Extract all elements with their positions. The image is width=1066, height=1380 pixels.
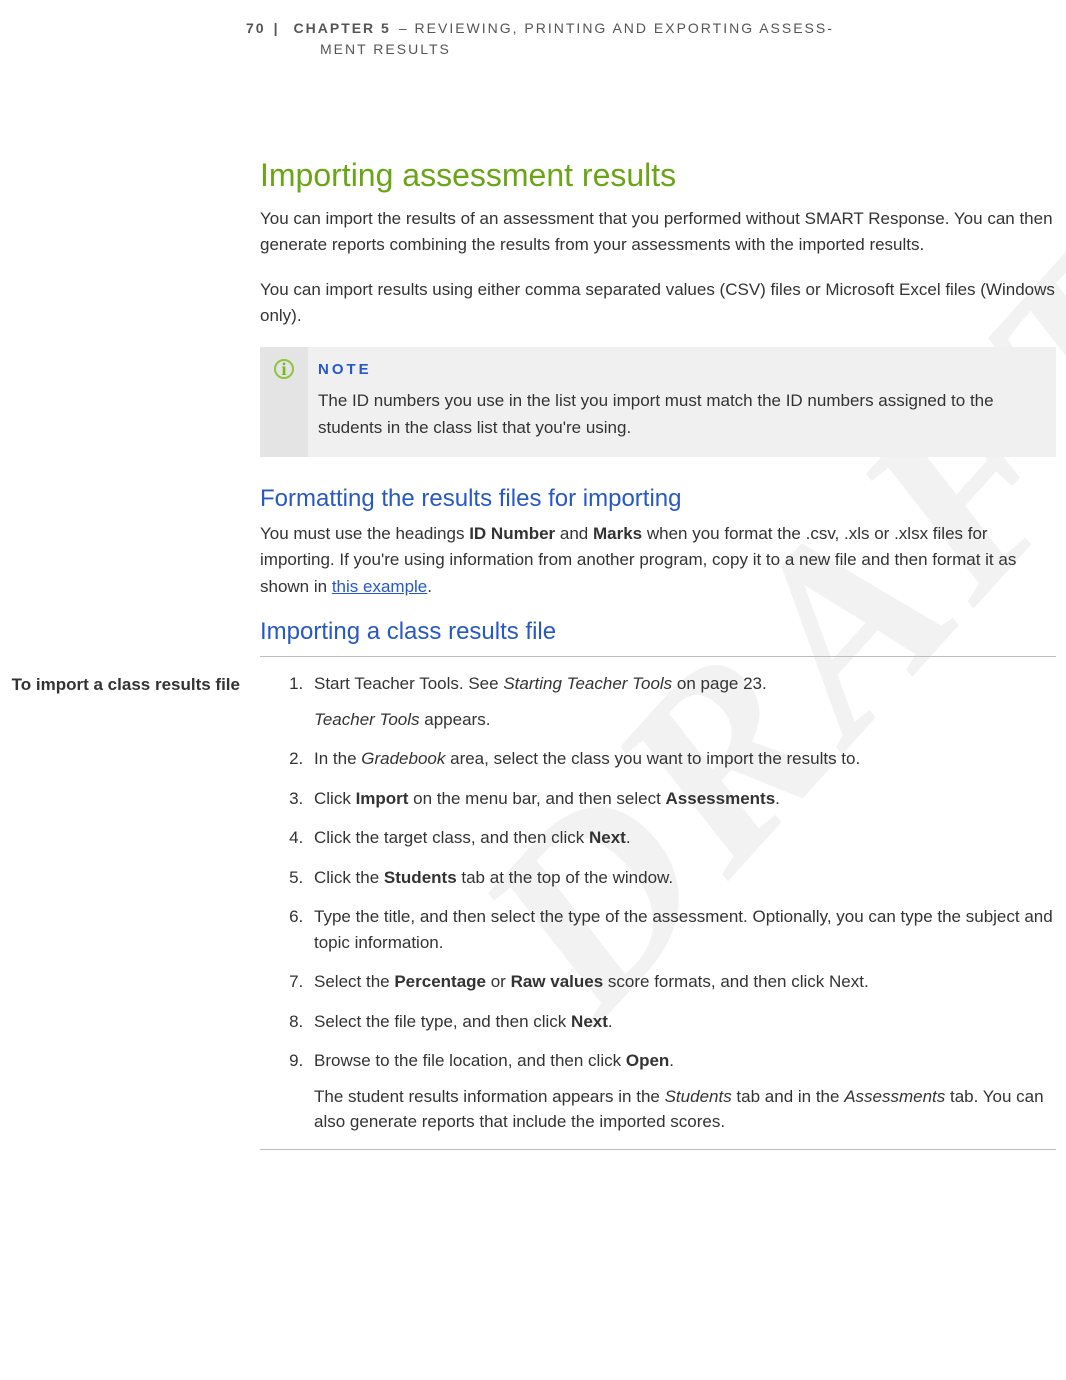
note-text: The ID numbers you use in the list you i… bbox=[318, 388, 1040, 441]
heading-importing-class-results: Importing a class results file bbox=[260, 618, 1056, 646]
note-callout: i NOTE The ID numbers you use in the lis… bbox=[260, 347, 1056, 457]
text: . bbox=[626, 828, 631, 847]
chapter-label: CHAPTER 5 bbox=[294, 18, 391, 39]
text-italic: Teacher Tools bbox=[314, 710, 420, 729]
text: Select the file type, and then click bbox=[314, 1012, 571, 1031]
text: Click the bbox=[314, 868, 384, 887]
text: and bbox=[555, 524, 593, 543]
step-7: Select the Percentage or Raw values scor… bbox=[308, 969, 1056, 995]
text: Start Teacher Tools. See bbox=[314, 674, 503, 693]
text: Browse to the file location, and then cl… bbox=[314, 1051, 626, 1070]
procedure-block: To import a class results file Start Tea… bbox=[260, 671, 1056, 1135]
content-area: Importing assessment results You can imp… bbox=[0, 57, 1066, 1150]
text: tab at the top of the window. bbox=[457, 868, 673, 887]
heading-formatting-results: Formatting the results files for importi… bbox=[260, 485, 1056, 513]
text: on the menu bar, and then select bbox=[408, 789, 665, 808]
text: Select the bbox=[314, 972, 394, 991]
side-label-import-class-results: To import a class results file bbox=[0, 673, 240, 697]
text-bold: Import bbox=[356, 789, 409, 808]
divider bbox=[260, 656, 1056, 657]
step-2: In the Gradebook area, select the class … bbox=[308, 746, 1056, 772]
text: on page 23. bbox=[672, 674, 767, 693]
step-9: Browse to the file location, and then cl… bbox=[308, 1048, 1056, 1135]
text: . bbox=[427, 577, 432, 596]
step-6: Type the title, and then select the type… bbox=[308, 904, 1056, 955]
text-bold: Assessments bbox=[666, 789, 776, 808]
info-icon: i bbox=[274, 359, 294, 379]
text: . bbox=[669, 1051, 674, 1070]
step-5: Click the Students tab at the top of the… bbox=[308, 865, 1056, 891]
note-body: NOTE The ID numbers you use in the list … bbox=[308, 347, 1056, 457]
text: appears. bbox=[420, 710, 491, 729]
intro-paragraph-1: You can import the results of an assessm… bbox=[260, 206, 1056, 259]
intro-paragraph-2: You can import results using either comm… bbox=[260, 277, 1056, 330]
page-container: 70 | CHAPTER 5 – REVIEWING, PRINTING AND… bbox=[0, 0, 1066, 1150]
text-bold: Next bbox=[571, 1012, 608, 1031]
formatting-paragraph: You must use the headings ID Number and … bbox=[260, 521, 1056, 600]
note-icon-column: i bbox=[260, 347, 308, 457]
page-header: 70 | CHAPTER 5 – REVIEWING, PRINTING AND… bbox=[0, 18, 1066, 39]
text-bold: Percentage bbox=[394, 972, 486, 991]
text: Click bbox=[314, 789, 356, 808]
text: You must use the headings bbox=[260, 524, 469, 543]
heading-importing-assessment-results: Importing assessment results bbox=[260, 157, 1056, 194]
text-bold: Next bbox=[589, 828, 626, 847]
divider-bottom bbox=[260, 1149, 1056, 1150]
text-italic: Starting Teacher Tools bbox=[503, 674, 672, 693]
step-9-result: The student results information appears … bbox=[314, 1084, 1056, 1135]
text: area, select the class you want to impor… bbox=[445, 749, 860, 768]
text-italic: Students bbox=[665, 1087, 732, 1106]
step-1: Start Teacher Tools. See Starting Teache… bbox=[308, 671, 1056, 732]
text-italic: Assessments bbox=[844, 1087, 945, 1106]
page-number: 70 bbox=[246, 18, 266, 39]
text: Click the target class, and then click bbox=[314, 828, 589, 847]
step-3: Click Import on the menu bar, and then s… bbox=[308, 786, 1056, 812]
step-1-result: Teacher Tools appears. bbox=[314, 707, 1056, 733]
header-separator: | bbox=[274, 18, 280, 39]
text-bold: Open bbox=[626, 1051, 669, 1070]
text-bold: Raw values bbox=[511, 972, 604, 991]
text: The student results information appears … bbox=[314, 1087, 665, 1106]
text-bold-marks: Marks bbox=[593, 524, 642, 543]
text: . bbox=[775, 789, 780, 808]
link-this-example[interactable]: this example bbox=[332, 577, 427, 596]
text: score formats, and then click Next. bbox=[603, 972, 869, 991]
text: In the bbox=[314, 749, 361, 768]
text-bold-id-number: ID Number bbox=[469, 524, 555, 543]
steps-list: Start Teacher Tools. See Starting Teache… bbox=[260, 671, 1056, 1135]
text-bold: Students bbox=[384, 868, 457, 887]
chapter-title-line1: – REVIEWING, PRINTING AND EXPORTING ASSE… bbox=[399, 18, 834, 39]
step-4: Click the target class, and then click N… bbox=[308, 825, 1056, 851]
text: or bbox=[486, 972, 511, 991]
text: . bbox=[608, 1012, 613, 1031]
step-8: Select the file type, and then click Nex… bbox=[308, 1009, 1056, 1035]
note-title: NOTE bbox=[318, 361, 1040, 378]
chapter-title-line2: MENT RESULTS bbox=[0, 41, 1066, 57]
text-italic: Gradebook bbox=[361, 749, 445, 768]
text: tab and in the bbox=[732, 1087, 844, 1106]
